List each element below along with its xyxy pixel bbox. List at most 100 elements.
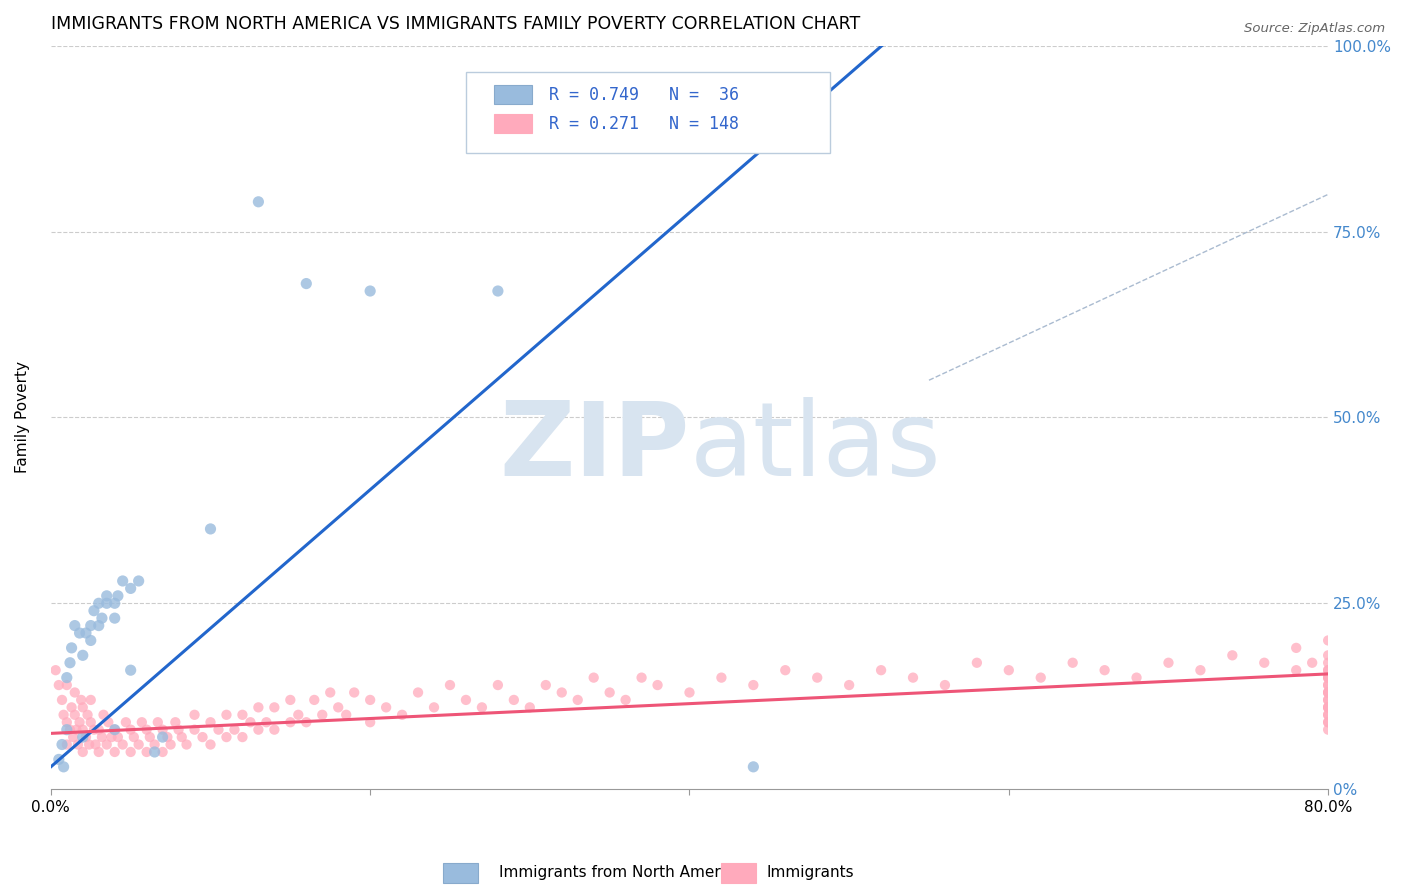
Point — [183, 707, 205, 722]
Text: IMMIGRANTS FROM NORTH AMERICA VS IMMIGRANTS FAMILY POVERTY CORRELATION CHART: IMMIGRANTS FROM NORTH AMERICA VS IMMIGRA… — [51, 15, 860, 33]
Point — [239, 715, 262, 730]
Point — [1062, 656, 1084, 670]
Point — [51, 738, 73, 752]
Point — [170, 730, 193, 744]
Point — [1285, 663, 1308, 677]
Point — [278, 715, 301, 730]
Point — [1317, 678, 1340, 692]
Point — [295, 277, 318, 291]
Point — [143, 745, 166, 759]
Point — [77, 738, 100, 752]
Point — [614, 693, 637, 707]
Point — [406, 685, 429, 699]
Point — [156, 730, 179, 744]
Point — [111, 574, 134, 588]
Point — [90, 611, 112, 625]
Point — [107, 730, 129, 744]
Text: R = 0.749   N =  36: R = 0.749 N = 36 — [548, 87, 740, 104]
Point — [215, 730, 238, 744]
Point — [1317, 656, 1340, 670]
Point — [63, 707, 86, 722]
Point — [56, 738, 79, 752]
Point — [167, 723, 190, 737]
Point — [104, 611, 127, 625]
Text: ZIP: ZIP — [499, 397, 689, 498]
Point — [1253, 656, 1275, 670]
Point — [135, 723, 157, 737]
Point — [111, 738, 134, 752]
Point — [295, 715, 318, 730]
Point — [247, 700, 270, 714]
Point — [710, 671, 733, 685]
Point — [128, 738, 150, 752]
Point — [838, 678, 860, 692]
Point — [72, 745, 94, 759]
Point — [100, 730, 122, 744]
Point — [56, 723, 79, 737]
Point — [806, 671, 828, 685]
Point — [1317, 685, 1340, 699]
Point — [159, 738, 181, 752]
Point — [87, 723, 110, 737]
Point — [328, 700, 350, 714]
Point — [287, 707, 309, 722]
Point — [207, 723, 229, 737]
Point — [1317, 678, 1340, 692]
Point — [439, 678, 461, 692]
Point — [63, 685, 86, 699]
Point — [471, 700, 494, 714]
Point — [1094, 663, 1116, 677]
Point — [1317, 685, 1340, 699]
Point — [51, 693, 73, 707]
Point — [486, 284, 509, 298]
Point — [1317, 715, 1340, 730]
Point — [278, 693, 301, 707]
Point — [630, 671, 652, 685]
Point — [247, 723, 270, 737]
Point — [215, 707, 238, 722]
Text: atlas: atlas — [689, 397, 941, 498]
Point — [75, 626, 97, 640]
Point — [582, 671, 605, 685]
Point — [1220, 648, 1243, 663]
Point — [152, 730, 174, 744]
Point — [48, 678, 70, 692]
Point — [128, 574, 150, 588]
Point — [80, 618, 103, 632]
Point — [359, 284, 381, 298]
Point — [143, 738, 166, 752]
Point — [375, 700, 398, 714]
Point — [1189, 663, 1212, 677]
Point — [70, 693, 93, 707]
Point — [775, 663, 797, 677]
Point — [1317, 671, 1340, 685]
Point — [69, 626, 91, 640]
Point — [1317, 707, 1340, 722]
Point — [104, 723, 127, 737]
Point — [83, 604, 105, 618]
Point — [60, 700, 83, 714]
Point — [48, 752, 70, 766]
Point — [1317, 648, 1340, 663]
Point — [534, 678, 557, 692]
Point — [59, 723, 82, 737]
Point — [391, 707, 413, 722]
Point — [87, 745, 110, 759]
Point — [231, 707, 253, 722]
Point — [1285, 640, 1308, 655]
Point — [75, 730, 97, 744]
FancyBboxPatch shape — [494, 85, 533, 103]
Point — [1317, 700, 1340, 714]
Point — [1301, 656, 1323, 670]
Point — [60, 640, 83, 655]
Point — [104, 596, 127, 610]
Point — [56, 671, 79, 685]
Point — [200, 738, 222, 752]
Point — [135, 745, 157, 759]
Point — [63, 618, 86, 632]
Point — [165, 715, 187, 730]
Point — [263, 723, 285, 737]
Point — [120, 582, 142, 596]
Point — [122, 730, 145, 744]
Point — [107, 589, 129, 603]
